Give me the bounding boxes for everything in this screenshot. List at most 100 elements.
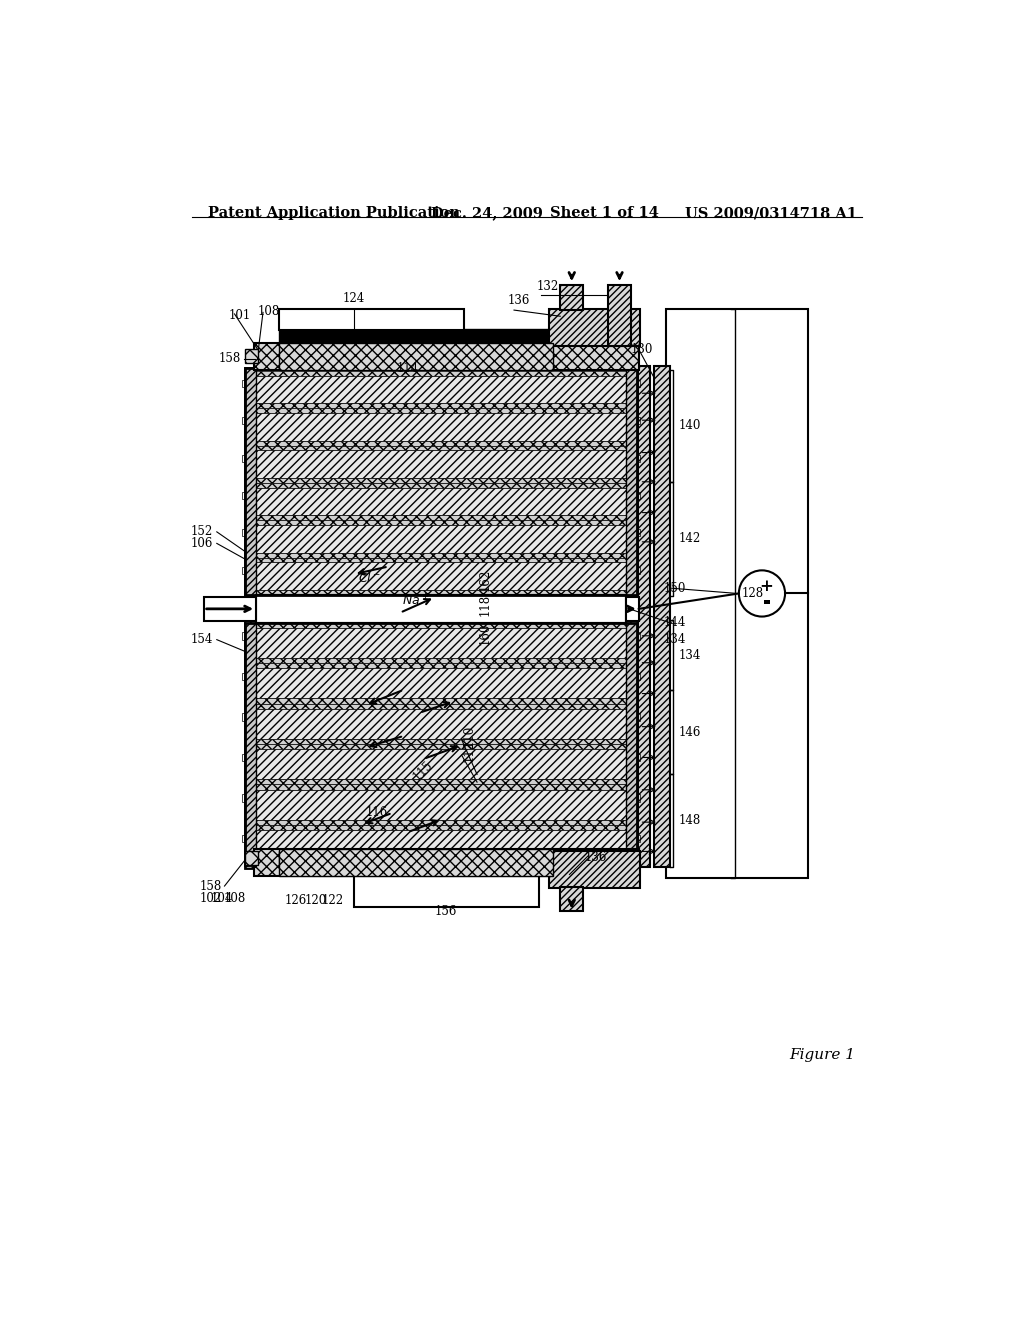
Bar (243, 566, 256, 574)
Bar (280, 309, 464, 330)
Text: 101: 101 (229, 309, 251, 322)
Text: 146: 146 (679, 726, 701, 739)
Bar (256, 520, 626, 525)
Text: 112: 112 (463, 741, 476, 763)
Bar (254, 343, 639, 370)
Bar (256, 488, 626, 515)
Bar (256, 744, 626, 750)
Bar (256, 441, 626, 446)
Bar (626, 673, 640, 680)
Bar (256, 657, 626, 663)
Bar (243, 492, 256, 499)
Bar (243, 529, 256, 536)
Text: 104: 104 (211, 892, 233, 906)
Bar (626, 368, 637, 869)
Bar (256, 446, 626, 450)
Bar (654, 367, 670, 867)
Bar (626, 834, 640, 842)
Bar (626, 492, 640, 499)
Text: +: + (760, 578, 773, 595)
Bar (280, 849, 553, 876)
Bar (354, 876, 539, 907)
Bar (256, 413, 626, 441)
Text: 128: 128 (742, 587, 764, 601)
Bar (243, 754, 256, 762)
Bar (256, 861, 626, 866)
Text: Figure 1: Figure 1 (788, 1048, 855, 1061)
Text: 158: 158 (218, 352, 241, 366)
Bar (256, 739, 626, 744)
Bar (626, 795, 640, 801)
Text: 132: 132 (538, 280, 559, 293)
Bar (256, 553, 626, 557)
Text: 136: 136 (508, 294, 530, 308)
Bar (256, 825, 626, 830)
Bar (256, 595, 626, 623)
Bar (280, 851, 553, 869)
Bar (243, 834, 256, 842)
Bar (256, 830, 626, 861)
Bar (245, 368, 637, 869)
Text: 108: 108 (258, 305, 280, 318)
Text: 116: 116 (366, 807, 388, 820)
Text: $Cl^-$: $Cl^-$ (357, 572, 381, 585)
Bar (243, 713, 256, 721)
Bar (280, 330, 553, 345)
Bar (626, 417, 640, 424)
Bar (256, 663, 626, 668)
Bar (256, 478, 626, 483)
Bar (254, 849, 639, 876)
Bar (560, 285, 584, 310)
Text: 136: 136 (585, 851, 607, 865)
Text: 110: 110 (463, 725, 476, 747)
Text: 140: 140 (679, 420, 701, 433)
Bar (626, 566, 640, 574)
Bar (256, 750, 626, 779)
Bar (243, 632, 256, 640)
Text: 108: 108 (224, 892, 246, 906)
Text: $Na^+$: $Na^+$ (401, 594, 429, 609)
Bar (560, 887, 584, 911)
Bar (245, 851, 258, 866)
Text: 130: 130 (631, 343, 653, 356)
Bar (256, 525, 626, 553)
Bar (256, 668, 626, 698)
Text: 102: 102 (200, 892, 221, 906)
Text: 114: 114 (396, 363, 419, 375)
Text: 156: 156 (435, 906, 458, 919)
Bar (245, 350, 258, 363)
Bar (256, 483, 626, 488)
Text: 134: 134 (679, 648, 701, 661)
Text: 152: 152 (190, 525, 213, 539)
Text: Patent Application Publication: Patent Application Publication (208, 206, 460, 220)
Text: 134: 134 (664, 634, 686, 647)
Bar (626, 454, 640, 462)
Bar (256, 376, 626, 404)
Bar (243, 454, 256, 462)
Text: US 2009/0314718 A1: US 2009/0314718 A1 (685, 206, 857, 220)
Text: 124: 124 (343, 292, 365, 305)
Bar (666, 309, 808, 878)
Bar (256, 698, 626, 704)
Bar (256, 779, 626, 784)
Text: 148: 148 (679, 814, 701, 828)
Bar (626, 632, 640, 640)
Text: Dec. 24, 2009: Dec. 24, 2009 (431, 206, 543, 220)
Text: 120: 120 (304, 894, 327, 907)
Bar (256, 404, 626, 408)
Bar (626, 597, 639, 622)
Bar (256, 515, 626, 520)
Bar (549, 851, 640, 888)
Text: 154: 154 (190, 634, 213, 647)
Bar (256, 623, 626, 628)
Bar (626, 380, 640, 387)
Bar (204, 597, 256, 622)
Bar (243, 673, 256, 680)
Text: 150: 150 (664, 582, 686, 594)
Bar (245, 368, 637, 595)
Bar (608, 285, 631, 346)
Text: 158: 158 (200, 879, 221, 892)
Text: 122: 122 (322, 894, 343, 907)
Bar (256, 450, 626, 478)
Bar (245, 623, 637, 866)
